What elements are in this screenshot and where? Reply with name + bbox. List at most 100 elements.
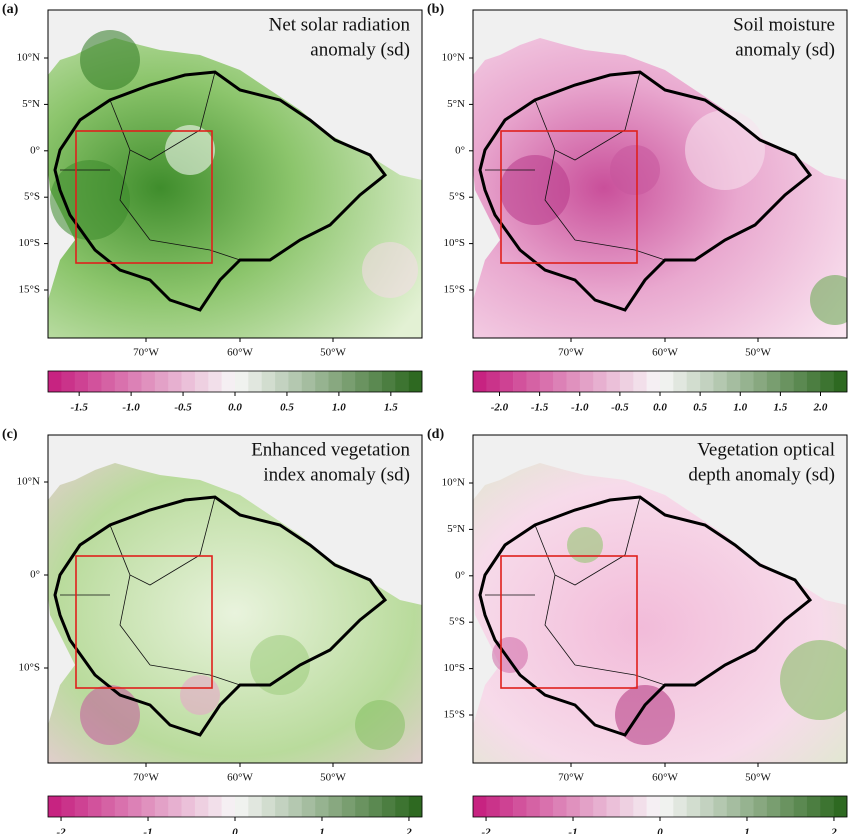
panel: (d) Vegetation optical depth anomaly (sd) 1… xyxy=(427,427,848,834)
colorbar-tick-label: -1.5 xyxy=(70,402,88,414)
colorbar-step xyxy=(194,371,209,392)
lon-label: 70°W xyxy=(558,772,584,784)
colorbar-step xyxy=(700,796,714,817)
colorbar-step xyxy=(248,796,263,817)
anomaly-patch xyxy=(500,155,570,225)
colorbar-step xyxy=(793,371,808,392)
panel-title: anomaly (sd) xyxy=(735,39,835,60)
lat-label: 10°N xyxy=(442,477,465,489)
colorbar-step xyxy=(328,371,343,392)
colorbar-step xyxy=(619,371,634,392)
anomaly-patch xyxy=(362,242,418,298)
lat-label: 10°S xyxy=(18,237,40,249)
colorbar-step xyxy=(646,796,661,817)
colorbar-step xyxy=(154,796,169,817)
panel-title: Enhanced vegetation xyxy=(251,439,410,460)
colorbar-step xyxy=(579,371,594,392)
colorbar-step xyxy=(553,371,567,392)
panel-title: Vegetation optical xyxy=(697,439,835,460)
colorbar-step xyxy=(820,796,834,817)
lat-label: 10°S xyxy=(443,237,465,249)
map-frame xyxy=(472,434,848,764)
colorbar-step xyxy=(341,371,356,392)
anomaly-patch xyxy=(810,275,847,325)
colorbar-step xyxy=(261,796,276,817)
colorbar-step xyxy=(766,796,781,817)
colorbar-step xyxy=(726,371,741,392)
colorbar-tick-label: 2 xyxy=(405,827,412,834)
lon-label: 60°W xyxy=(227,347,253,359)
colorbar-tick-label: 1.5 xyxy=(774,402,788,414)
colorbar-step xyxy=(88,371,102,392)
colorbar-step xyxy=(686,796,701,817)
colorbar-step xyxy=(395,371,409,392)
colorbar-step xyxy=(355,796,369,817)
lat-label: 10°S xyxy=(18,662,40,674)
lat-label: 15°S xyxy=(443,284,465,296)
lon-label: 50°W xyxy=(320,772,346,784)
colorbar-step xyxy=(208,796,222,817)
colorbar-step xyxy=(660,796,674,817)
map-frame xyxy=(47,434,423,764)
colorbar-step xyxy=(593,371,607,392)
colorbar-step xyxy=(61,796,76,817)
colorbar-step xyxy=(473,796,487,817)
map-frame xyxy=(47,9,423,339)
colorbar-step xyxy=(168,371,182,392)
anomaly-patch xyxy=(567,527,603,563)
colorbar-step xyxy=(820,371,834,392)
colorbar-step xyxy=(526,796,541,817)
panel-title: index anomaly (sd) xyxy=(263,464,410,485)
colorbar-step xyxy=(740,796,754,817)
colorbar-step xyxy=(275,796,289,817)
panel-title: depth anomaly (sd) xyxy=(688,464,835,485)
map xyxy=(48,10,422,338)
colorbar-tick-label: -0.5 xyxy=(174,402,192,414)
anomaly-patch xyxy=(80,30,140,90)
colorbar-step xyxy=(486,371,501,392)
colorbar-step xyxy=(328,796,343,817)
colorbar-step xyxy=(740,371,754,392)
lon-label: 60°W xyxy=(227,772,253,784)
colorbar-step xyxy=(753,796,768,817)
lat-label: 5°S xyxy=(449,191,465,203)
colorbar-step xyxy=(315,371,329,392)
colorbar-step xyxy=(539,796,554,817)
colorbar-step xyxy=(61,371,76,392)
colorbar-step xyxy=(128,796,142,817)
colorbar-step xyxy=(288,371,303,392)
colorbar-step xyxy=(194,796,209,817)
anomaly-patch xyxy=(250,635,310,695)
colorbar-step xyxy=(793,796,808,817)
colorbar-tick-label: -1 xyxy=(568,827,577,834)
panel-label: (b) xyxy=(427,2,444,17)
colorbar-step xyxy=(513,796,527,817)
lat-label: 5°N xyxy=(447,98,465,110)
colorbar-step xyxy=(713,371,728,392)
colorbar-step xyxy=(566,371,581,392)
panel-title: Net solar radiation xyxy=(269,14,411,35)
colorbar-step xyxy=(288,796,303,817)
panel: (b) Soil moisture anomaly (sd) 10°N 5°N 0° 5°S… xyxy=(427,2,848,414)
anomaly-patch xyxy=(165,125,215,175)
colorbar-tick-label: -2 xyxy=(56,827,66,834)
country-borders xyxy=(485,496,666,686)
colorbar-tick-label: 1 xyxy=(319,827,325,834)
colorbar-step xyxy=(753,371,768,392)
panel-title: anomaly (sd) xyxy=(310,39,410,60)
lat-label: 15°S xyxy=(18,284,40,296)
colorbar-step xyxy=(208,371,222,392)
colorbar-step xyxy=(101,796,116,817)
colorbar-step xyxy=(766,371,781,392)
colorbar-step xyxy=(646,371,661,392)
colorbar-step xyxy=(633,371,647,392)
colorbar-step xyxy=(301,796,316,817)
map xyxy=(473,435,847,763)
colorbar-step xyxy=(221,371,236,392)
colorbar-step xyxy=(606,796,621,817)
colorbar-step xyxy=(235,371,249,392)
colorbar-tick-label: 0.5 xyxy=(280,402,294,414)
lon-label: 70°W xyxy=(133,772,159,784)
lon-label: 50°W xyxy=(745,772,771,784)
